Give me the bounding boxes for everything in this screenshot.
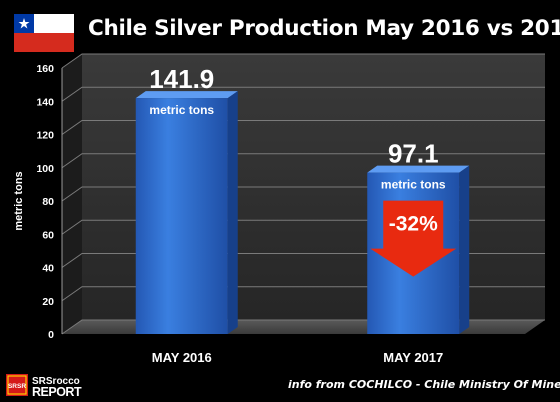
- logo-bottom-text: REPORT: [32, 385, 82, 398]
- y-tick-label: 160: [36, 63, 54, 75]
- bar-top: [367, 165, 470, 173]
- chile-flag-icon: [14, 14, 74, 52]
- source-note: info from COCHILCO - Chile Ministry Of M…: [288, 378, 560, 391]
- y-tick-label: 120: [36, 130, 54, 142]
- unit-label: metric tons: [149, 103, 214, 117]
- bar: [135, 98, 228, 334]
- logo-badge-text: SRSR: [8, 383, 26, 390]
- bar-side: [459, 165, 470, 334]
- y-tick-label: 100: [36, 163, 54, 175]
- logo-top-text: SRSrocco: [32, 376, 80, 387]
- gridline: [61, 120, 545, 135]
- change-annotation: -32%: [389, 213, 438, 236]
- gridline: [61, 153, 545, 169]
- chart-title: Chile Silver Production May 2016 vs 2017: [88, 16, 560, 41]
- srsrocco-report-logo: SRSR SRSrocco REPORT: [6, 372, 106, 399]
- y-tick-label: 80: [42, 196, 54, 208]
- y-tick-label: 60: [42, 229, 54, 241]
- down-arrow-icon: [370, 200, 457, 277]
- gridline: [61, 53, 545, 69]
- data-label: 141.9: [149, 64, 214, 94]
- y-tick-label: 40: [42, 263, 54, 275]
- y-tick-label: 20: [42, 296, 54, 308]
- unit-label: metric tons: [381, 178, 446, 192]
- x-tick-label: MAY 2016: [152, 350, 212, 365]
- bar-top: [135, 91, 238, 99]
- bar-side: [227, 91, 238, 334]
- data-label: 97.1: [388, 139, 439, 169]
- y-axis-title: metric tons: [13, 171, 25, 230]
- chart-floor: [62, 320, 545, 334]
- gridline: [61, 86, 545, 102]
- y-tick-label: 140: [36, 96, 54, 108]
- x-tick-label: MAY 2017: [383, 350, 443, 365]
- y-tick-label: 0: [48, 329, 54, 341]
